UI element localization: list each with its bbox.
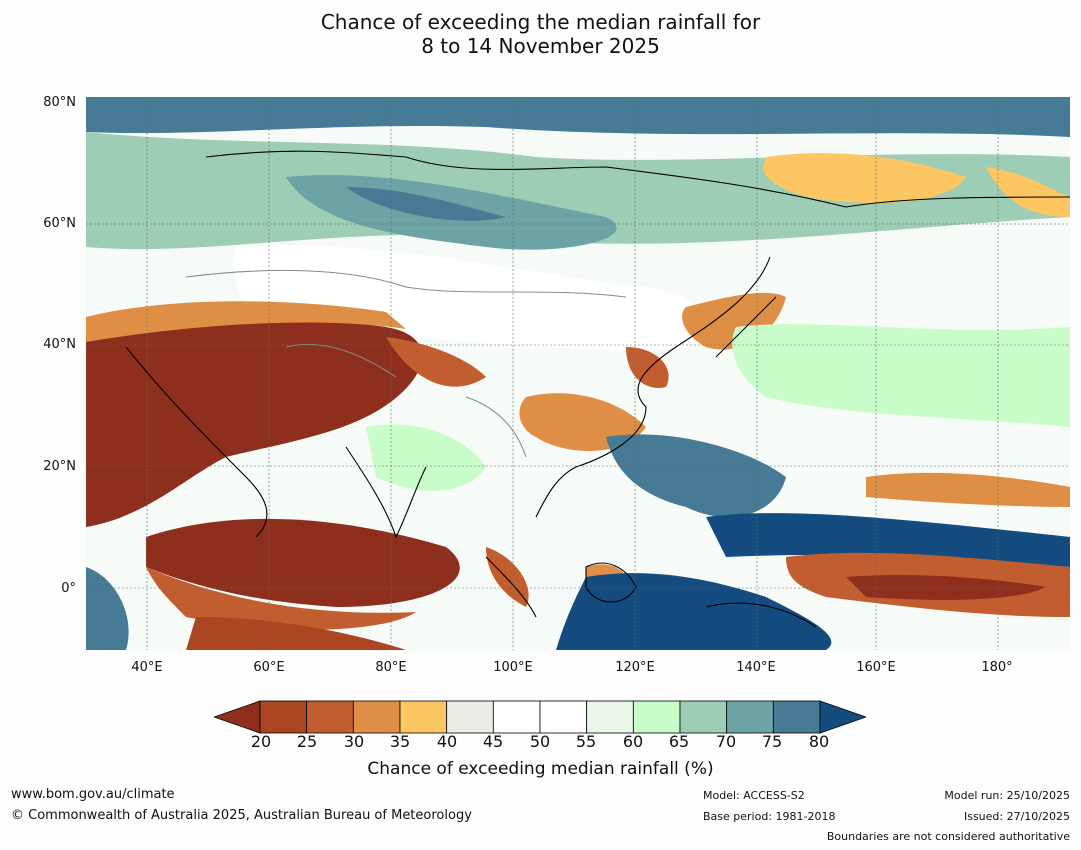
bay-of-bengal-green xyxy=(366,424,486,491)
colorbar-tick: 50 xyxy=(529,732,551,751)
colorbar-tick: 65 xyxy=(668,732,690,751)
lon-label-60e: 60°E xyxy=(253,660,285,675)
copyright-text: © Commonwealth of Australia 2025, Austra… xyxy=(11,808,472,823)
colorbar-segment xyxy=(539,700,588,734)
siberia-dark xyxy=(346,187,506,221)
colorbar-tick: 75 xyxy=(761,732,783,751)
colorbar-segment xyxy=(399,700,448,734)
north-pacific-green xyxy=(732,324,1070,427)
colorbar-tick: 35 xyxy=(389,732,411,751)
colorbar-tick: 70 xyxy=(715,732,737,751)
website-link[interactable]: www.bom.gov.au/climate xyxy=(11,787,175,802)
colorbar-segment xyxy=(306,700,354,734)
indonesia-wet xyxy=(556,573,832,650)
colorbar-tick: 20 xyxy=(250,732,272,751)
north-pacific-orange xyxy=(986,167,1070,217)
lat-label-40n: 40°N xyxy=(43,337,76,352)
issued-text: Issued: 27/10/2025 xyxy=(963,810,1070,823)
lat-label-80n: 80°N xyxy=(43,95,76,110)
coast-russia-north xyxy=(205,150,1070,208)
himalaya-dry xyxy=(386,337,486,387)
colorbar-tick: 45 xyxy=(482,732,504,751)
coast-sumatra xyxy=(485,556,537,618)
colorbar-segment xyxy=(492,700,541,734)
colorbar-tick: 55 xyxy=(575,732,597,751)
coast-new-guinea xyxy=(705,602,817,628)
colorbar-min-arrow xyxy=(214,700,261,734)
colorbar xyxy=(214,700,866,734)
coast-india xyxy=(345,446,427,539)
arabian-sea-teal xyxy=(86,567,129,650)
arctic-blue-band xyxy=(86,97,1070,137)
lon-label-120e: 120°E xyxy=(615,660,655,675)
colorbar-tick: 80 xyxy=(808,732,830,751)
sumatra-dry xyxy=(486,547,529,607)
colorbar-max-arrow xyxy=(819,700,866,734)
middle-east-fringe xyxy=(86,301,406,342)
lon-label-40e: 40°E xyxy=(131,660,163,675)
colorbar-tick: 30 xyxy=(343,732,365,751)
colorbar-tick: 25 xyxy=(296,732,318,751)
lon-label-160e: 160°E xyxy=(856,660,896,675)
colorbar-segment xyxy=(772,700,821,734)
coast-japan xyxy=(715,296,777,358)
western-pacific-wet xyxy=(606,434,786,517)
lon-label-80e: 80°E xyxy=(375,660,407,675)
colorbar-tick: 40 xyxy=(436,732,458,751)
lon-label-100e: 100°E xyxy=(493,660,533,675)
coast-east-asia xyxy=(535,256,771,518)
colorbar-segment xyxy=(632,700,681,734)
middle-east-dry xyxy=(86,316,423,527)
colorbar-segment xyxy=(586,700,634,734)
korea-dry xyxy=(626,347,669,388)
pacific-wet-band xyxy=(706,513,1070,567)
coast-borneo xyxy=(585,562,637,603)
central-pacific-dry-core xyxy=(846,575,1046,600)
lat-label-60n: 60°N xyxy=(43,216,76,231)
colorbar-segment xyxy=(259,700,308,734)
colorbar-segment xyxy=(726,700,774,734)
lon-label-180: 180° xyxy=(981,660,1013,675)
map-title-line1: Chance of exceeding the median rainfall … xyxy=(320,10,761,34)
rainfall-map xyxy=(86,97,1070,650)
lon-label-140e: 140°E xyxy=(736,660,776,675)
map-title-line2: 8 to 14 November 2025 xyxy=(421,34,660,58)
coast-arabia xyxy=(125,346,268,538)
east-siberia-orange xyxy=(763,153,966,203)
disclaimer-text: Boundaries are not considered authoritat… xyxy=(826,830,1070,843)
indian-ocean-fringe xyxy=(146,567,416,630)
north-pacific-dry xyxy=(866,472,1070,507)
colorbar-segment xyxy=(679,700,728,734)
base-period-text: Base period: 1981-2018 xyxy=(703,810,836,823)
model-run-text: Model run: 25/10/2025 xyxy=(944,789,1070,802)
south-indian-dry xyxy=(186,617,406,650)
lat-label-20n: 20°N xyxy=(43,459,76,474)
colorbar-tick: 60 xyxy=(622,732,644,751)
colorbar-label: Chance of exceeding median rainfall (%) xyxy=(367,759,714,779)
colorbar-segment xyxy=(352,700,401,734)
indian-ocean-dry xyxy=(146,518,460,607)
lat-label-0: 0° xyxy=(61,581,76,596)
colorbar-segment xyxy=(446,700,494,734)
model-text: Model: ACCESS-S2 xyxy=(703,789,805,802)
